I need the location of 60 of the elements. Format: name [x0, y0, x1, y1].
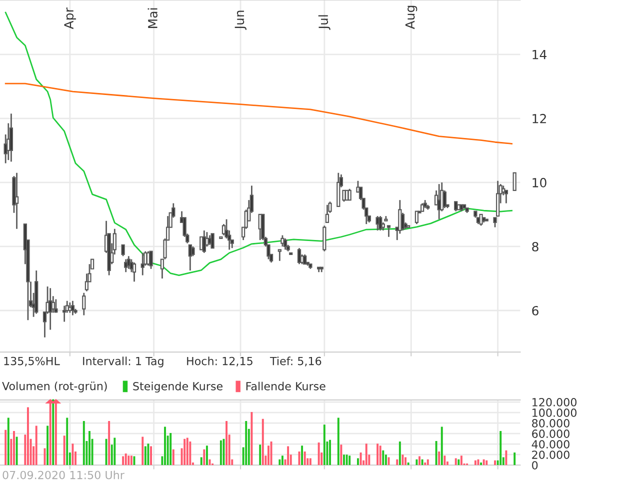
candlestick — [414, 210, 419, 225]
candlestick — [479, 214, 483, 226]
y-tick-label: 120.000 — [532, 398, 576, 406]
candlestick — [90, 258, 94, 270]
text: 07.09.2020 11:50 Uhr — [2, 470, 124, 480]
text: 135,5%HL — [4, 356, 60, 366]
candlestick — [149, 250, 153, 270]
candlestick — [348, 188, 352, 201]
candlestick — [54, 298, 58, 314]
legend-label: Steigende Kurse — [133, 382, 223, 393]
x-tick-label: Aug — [405, 6, 418, 30]
candlestick — [191, 246, 195, 257]
y-tick-label: 12 — [532, 114, 546, 124]
candlestick — [386, 224, 391, 238]
y-tick-label: 100.000 — [532, 408, 576, 417]
candlestick — [70, 300, 75, 316]
y-tick-label: 80.000 — [532, 419, 570, 428]
candlestick — [512, 172, 516, 192]
x-tick-label: Mai — [148, 8, 158, 28]
candlestick — [9, 112, 13, 162]
candlestick — [121, 244, 125, 257]
x-tick-label: Apr — [64, 8, 76, 30]
y-tick-label: 0 — [532, 461, 538, 470]
y-tick-label: 14 — [532, 50, 546, 60]
y-tick-label: 6 — [532, 306, 538, 316]
candlestick — [325, 204, 330, 224]
candlestick — [322, 224, 326, 252]
candlestick — [124, 258, 128, 273]
candlestick — [278, 248, 282, 262]
y-tick-label: 40.000 — [532, 440, 570, 448]
candlestick — [82, 292, 86, 316]
y-tick-label: 10 — [532, 178, 546, 188]
candlestick — [280, 234, 284, 248]
candlestick — [140, 252, 144, 276]
candlestick — [504, 190, 508, 204]
y-tick-label: 60.000 — [532, 430, 570, 438]
candlestick — [328, 200, 332, 214]
y-tick-label: 8 — [532, 242, 538, 252]
candlestick — [14, 172, 19, 230]
candlestick — [84, 272, 89, 292]
line-series — [4, 82, 512, 144]
text: Intervall: 1 Tag — [83, 356, 164, 368]
candlestick — [344, 190, 349, 201]
y-tick-label: 20.000 — [532, 450, 570, 459]
x-tick-label: Jun — [234, 10, 246, 30]
candlestick — [68, 302, 72, 314]
candlestick — [62, 305, 66, 322]
candlestick — [303, 254, 307, 265]
candlestick — [400, 212, 405, 232]
candlestick — [200, 236, 204, 250]
legend-label: Fallende Kurse — [246, 382, 326, 390]
candlestick — [283, 238, 288, 250]
candlestick — [132, 262, 136, 282]
chart-title: Volumen (rot-grün) — [2, 382, 107, 392]
candlestick — [378, 215, 382, 232]
candlestick — [442, 190, 446, 209]
text: Tief: 5,16 — [270, 356, 322, 366]
candlestick — [454, 200, 458, 212]
x-tick-label: Jul — [318, 15, 330, 30]
text: Hoch: 12,15 — [187, 356, 252, 366]
